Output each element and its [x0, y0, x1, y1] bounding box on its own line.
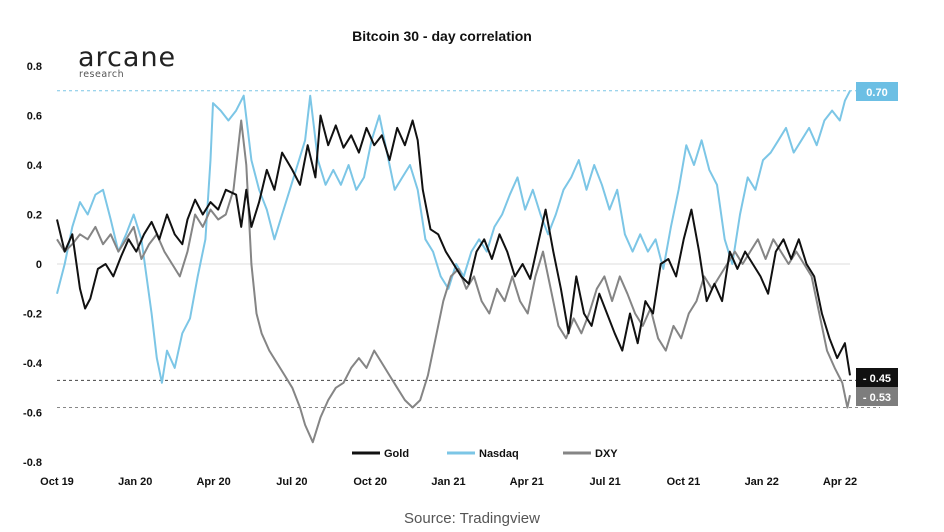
y-tick-label: 0.6	[27, 111, 42, 123]
x-tick-label: Jul 21	[590, 476, 621, 488]
x-axis-ticks: Oct 19 Jan 20 Apr 20 Jul 20 Oct 20 Jan 21 Apr …	[40, 476, 857, 488]
end-label: - 0.53	[856, 387, 898, 406]
legend-label: DXY	[595, 448, 618, 460]
legend[interactable]: Gold Nasdaq DXY	[352, 448, 618, 460]
x-tick-label: Oct 20	[353, 476, 387, 488]
chart-title: Bitcoin 30 - day correlation	[352, 28, 532, 44]
y-tick-label: 0	[36, 259, 42, 271]
x-tick-label: Apr 21	[510, 476, 544, 488]
y-tick-label: -0.2	[23, 309, 42, 321]
end-label-text: - 0.53	[863, 392, 891, 404]
y-tick-label: 0.2	[27, 210, 42, 222]
y-tick-label: 0.4	[27, 160, 43, 172]
x-tick-label: Jan 20	[118, 476, 152, 488]
end-label-text: 0.70	[866, 87, 887, 99]
y-tick-label: -0.4	[23, 358, 43, 370]
y-axis-ticks: 0.8 0.6 0.4 0.2 0 -0.2 -0.4 -0.6 -0.8	[23, 61, 43, 469]
logo-wordmark: arcane	[78, 42, 177, 73]
series-line-nasdaq	[56, 90, 851, 384]
y-tick-label: -0.8	[23, 457, 42, 469]
end-label: 0.70	[856, 82, 898, 101]
x-tick-label: Oct 19	[40, 476, 74, 488]
x-tick-label: Jan 22	[745, 476, 779, 488]
series-line-gold	[56, 114, 851, 376]
reference-lines	[57, 90, 880, 409]
end-label-box	[856, 368, 898, 387]
end-label: - 0.45	[856, 368, 898, 387]
series-lines	[56, 90, 851, 444]
legend-item-gold[interactable]: Gold	[352, 448, 409, 460]
x-tick-label: Jul 20	[276, 476, 307, 488]
y-tick-label: 0.8	[27, 61, 42, 73]
legend-label: Nasdaq	[479, 448, 519, 460]
end-value-labels: 0.70 - 0.45 - 0.53	[856, 82, 898, 406]
end-label-box	[856, 82, 898, 101]
x-tick-label: Oct 21	[667, 476, 701, 488]
source-caption: Source: Tradingview	[404, 510, 540, 527]
legend-item-nasdaq[interactable]: Nasdaq	[447, 448, 519, 460]
x-tick-label: Apr 20	[196, 476, 230, 488]
series-line-dxy	[56, 119, 851, 444]
legend-item-dxy[interactable]: DXY	[563, 448, 618, 460]
x-tick-label: Jan 21	[431, 476, 465, 488]
x-tick-label: Apr 22	[823, 476, 857, 488]
y-tick-label: -0.6	[23, 408, 42, 420]
end-label-text: - 0.45	[863, 373, 891, 385]
legend-label: Gold	[384, 448, 409, 460]
logo-subtitle: research	[79, 69, 125, 80]
end-label-box	[856, 387, 898, 406]
